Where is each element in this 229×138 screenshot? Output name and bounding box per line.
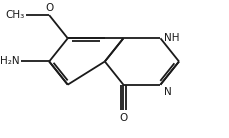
Text: NH: NH [164, 33, 179, 43]
Text: CH₃: CH₃ [5, 10, 24, 20]
Text: H₂N: H₂N [0, 56, 19, 67]
Text: O: O [45, 3, 53, 13]
Text: N: N [164, 87, 171, 97]
Text: O: O [119, 113, 127, 123]
